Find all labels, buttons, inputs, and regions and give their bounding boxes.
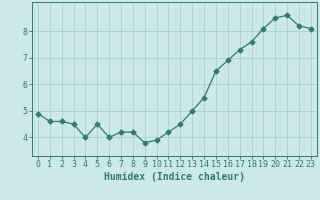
X-axis label: Humidex (Indice chaleur): Humidex (Indice chaleur) (104, 172, 245, 182)
